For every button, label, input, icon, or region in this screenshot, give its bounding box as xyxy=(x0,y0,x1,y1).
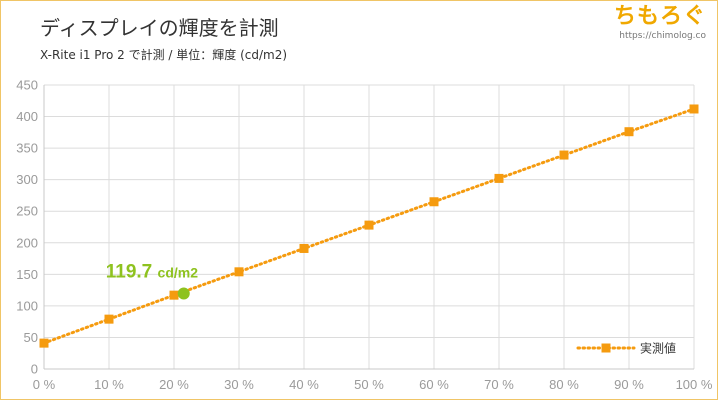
data-point xyxy=(169,290,179,300)
data-point xyxy=(234,267,244,277)
x-tick-label: 40 % xyxy=(289,377,319,392)
legend-label: 実測値 xyxy=(640,341,676,356)
x-tick-label: 20 % xyxy=(159,377,189,392)
data-point xyxy=(39,338,49,348)
y-tick-label: 400 xyxy=(16,109,38,124)
annotation-unit: cd/m2 xyxy=(158,264,199,280)
y-tick-label: 300 xyxy=(16,172,38,187)
y-tick-label: 350 xyxy=(16,141,38,156)
data-point xyxy=(494,173,504,183)
highlight-point xyxy=(177,287,190,300)
y-tick-label: 150 xyxy=(16,267,38,282)
legend-marker xyxy=(601,343,611,353)
data-point xyxy=(689,104,699,114)
x-tick-label: 10 % xyxy=(94,377,124,392)
data-point xyxy=(364,220,374,230)
x-tick-label: 70 % xyxy=(484,377,514,392)
logo-url: https://chimolog.co xyxy=(619,31,706,41)
x-tick-label: 30 % xyxy=(224,377,254,392)
x-tick-label: 100 % xyxy=(676,377,713,392)
x-tick-label: 0 % xyxy=(33,377,56,392)
x-tick-label: 80 % xyxy=(549,377,579,392)
site-logo: ちもろぐ https://chimolog.co xyxy=(614,6,706,41)
data-point xyxy=(299,243,309,253)
y-tick-label: 0 xyxy=(31,362,38,377)
data-point xyxy=(559,150,569,160)
y-tick-label: 450 xyxy=(16,78,38,93)
logo-text: ちもろぐ xyxy=(613,4,706,29)
data-point xyxy=(429,197,439,207)
x-tick-label: 50 % xyxy=(354,377,384,392)
y-tick-label: 200 xyxy=(16,235,38,250)
y-tick-label: 250 xyxy=(16,204,38,219)
data-point xyxy=(104,314,114,324)
annotation-value: 119.7 xyxy=(106,261,158,282)
chart-title: ディスプレイの輝度を計測 xyxy=(40,16,279,40)
y-tick-label: 50 xyxy=(24,330,38,345)
highlight-annotation: 119.7 cd/m2 xyxy=(106,261,198,282)
data-point xyxy=(624,127,634,137)
x-tick-label: 60 % xyxy=(419,377,449,392)
y-tick-label: 100 xyxy=(16,298,38,313)
x-tick-label: 90 % xyxy=(614,377,644,392)
chart-subtitle: X-Rite i1 Pro 2 で計測 / 単位：輝度 (cd/m2) xyxy=(40,48,288,62)
